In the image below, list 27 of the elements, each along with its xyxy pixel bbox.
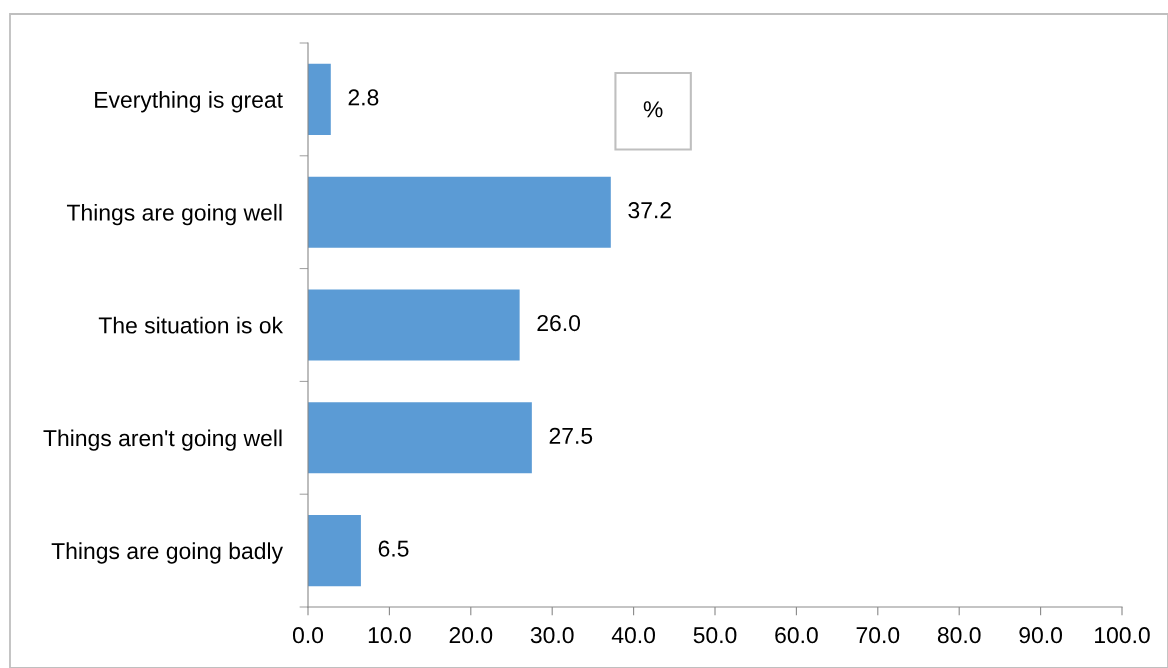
- x-tick-label: 50.0: [693, 627, 737, 644]
- bar: [308, 176, 611, 248]
- x-tick-label: 90.0: [1019, 627, 1063, 644]
- y-tick-label: Everything is great: [95, 91, 283, 113]
- data-label: 27.5: [549, 427, 593, 444]
- x-tick-label: 70.0: [856, 627, 900, 644]
- y-tick-label: Things are going badly: [51, 542, 283, 564]
- x-tick-label: 10.0: [368, 627, 411, 644]
- y-tick-label: Things aren't going well: [43, 429, 282, 451]
- data-label: 37.2: [628, 202, 671, 219]
- x-tick-label: 100.0: [1095, 627, 1150, 644]
- x-tick-label: 60.0: [775, 627, 818, 644]
- data-label: 6.5: [378, 540, 409, 557]
- x-tick-label: 40.0: [611, 627, 656, 644]
- x-tick-label: 30.0: [530, 627, 574, 644]
- data-label: 26.0: [537, 314, 581, 332]
- y-tick-label: The situation is ok: [98, 316, 284, 334]
- bar: [308, 402, 532, 474]
- x-tick-label: 20.0: [449, 627, 493, 644]
- y-tick-label: Things are going well: [66, 203, 282, 226]
- data-label: 2.8: [348, 89, 379, 106]
- x-tick-label: 0.0: [292, 627, 324, 644]
- bar: [308, 289, 520, 361]
- bar: [308, 63, 331, 135]
- bar: [308, 515, 361, 587]
- annotation: %: [643, 101, 663, 118]
- x-tick-label: 80.0: [937, 627, 981, 644]
